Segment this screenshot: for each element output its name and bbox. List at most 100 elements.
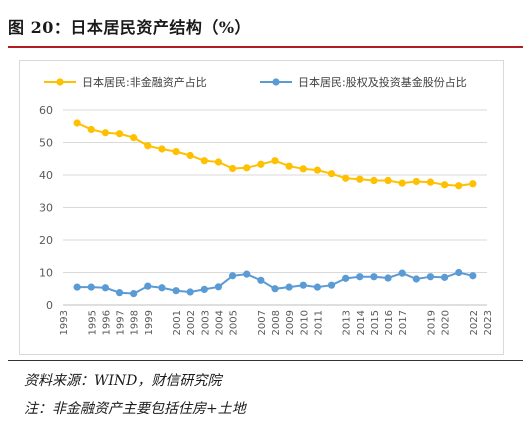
series-line [76, 122, 474, 187]
data-point [257, 160, 265, 168]
x-tick-label: 2015 [370, 310, 381, 335]
data-point [87, 125, 95, 134]
y-tick-label: 50 [39, 137, 53, 150]
data-point [441, 273, 449, 281]
x-tick-label: 2005 [229, 310, 240, 335]
data-point [130, 134, 138, 142]
x-tick-label: 2003 [200, 310, 211, 335]
data-point [469, 272, 477, 280]
x-tick-label: 2002 [186, 310, 197, 335]
x-tick-label: 2010 [299, 310, 310, 335]
data-point [370, 176, 378, 185]
y-tick-label: 30 [39, 202, 53, 215]
data-point [426, 178, 435, 186]
data-point [384, 176, 392, 185]
data-point [441, 181, 449, 189]
title-rule [8, 46, 523, 48]
x-tick-label: 2001 [172, 310, 183, 335]
y-tick-label: 60 [39, 104, 53, 117]
data-point [412, 177, 420, 186]
data-point [384, 274, 392, 282]
legend-label: 日本居民:股权及投资基金股份占比 [298, 75, 467, 89]
x-tick-label: 1993 [59, 310, 70, 335]
data-point [398, 179, 406, 187]
data-point [327, 281, 336, 289]
x-tick-label: 2019 [426, 310, 437, 335]
data-point [426, 273, 435, 281]
x-tick-label: 2017 [398, 310, 409, 335]
data-point [186, 151, 194, 160]
data-point [455, 268, 463, 277]
x-tick-label: 2004 [214, 310, 225, 335]
data-point [172, 287, 180, 295]
data-point [327, 170, 336, 178]
data-point [285, 283, 293, 291]
data-point [73, 283, 81, 291]
x-tick-label: 1998 [130, 310, 141, 335]
data-point [299, 165, 307, 173]
y-tick-label: 0 [46, 299, 53, 312]
data-point [172, 148, 180, 156]
x-tick-label: 2014 [356, 310, 367, 335]
data-point [370, 273, 378, 281]
data-point [115, 289, 124, 297]
data-point [186, 288, 194, 296]
y-tick-label: 20 [39, 234, 53, 247]
data-point [313, 283, 321, 291]
data-point [144, 282, 152, 290]
data-point [285, 162, 293, 170]
legend-swatch-marker [272, 78, 280, 86]
data-point [257, 276, 265, 284]
data-point [412, 275, 420, 283]
data-point [115, 130, 124, 138]
data-point [101, 284, 109, 292]
x-tick-label: 2013 [342, 310, 353, 335]
data-point [229, 272, 237, 280]
data-point [144, 142, 152, 150]
source-note: 资料来源：WIND，财信研究院 [24, 373, 222, 389]
x-tick-label: 1995 [87, 310, 98, 335]
legend-label: 日本居民:非金融资产占比 [82, 75, 207, 89]
data-point [271, 285, 279, 293]
data-point [469, 180, 477, 188]
x-tick-label: 2009 [285, 310, 296, 335]
data-point [87, 283, 95, 291]
x-tick-label: 2007 [257, 310, 268, 335]
data-point [158, 145, 166, 153]
y-tick-label: 10 [39, 267, 53, 280]
data-point [200, 285, 208, 293]
data-point [356, 273, 364, 281]
x-tick-label: 1997 [116, 310, 127, 335]
data-point [214, 283, 223, 291]
data-point [73, 119, 81, 127]
data-point [229, 164, 237, 173]
y-tick-label: 40 [39, 169, 53, 182]
x-tick-label: 1996 [101, 310, 112, 335]
data-point [398, 269, 406, 277]
footnote: 注：非金融资产主要包括住房+土地 [24, 401, 246, 417]
data-point [130, 290, 138, 298]
x-tick-label: 2011 [313, 310, 324, 335]
data-point [214, 158, 223, 166]
data-point [101, 129, 109, 137]
data-point [243, 164, 251, 172]
data-point [299, 281, 307, 289]
data-point [313, 166, 321, 174]
chart-frame [19, 60, 504, 355]
x-tick-label: 2023 [483, 310, 494, 335]
data-point [342, 174, 350, 182]
data-point [243, 270, 251, 278]
figure-title: 图 20：日本居民资产结构（%） [8, 18, 252, 37]
data-point [200, 157, 208, 165]
x-tick-label: 1999 [144, 310, 155, 335]
x-tick-label: 2022 [469, 310, 480, 335]
data-point [342, 274, 350, 282]
legend-swatch-marker [56, 78, 64, 86]
x-tick-label: 2016 [384, 310, 395, 335]
bottom-rule [8, 360, 523, 361]
data-point [271, 157, 279, 165]
data-point [356, 175, 364, 183]
data-point [455, 182, 463, 190]
x-tick-label: 2020 [441, 310, 452, 335]
